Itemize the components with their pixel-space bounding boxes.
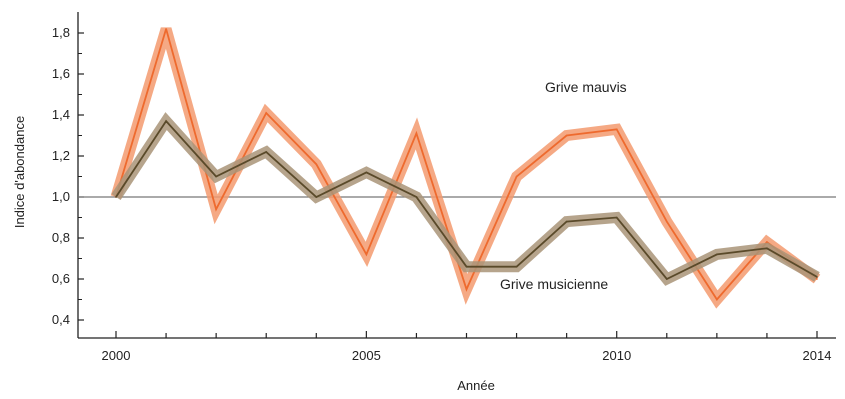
data-point: [415, 196, 418, 198]
y-tick-label: 0,8: [52, 230, 70, 245]
data-point: [365, 253, 368, 256]
x-tick-label: 2005: [352, 348, 381, 363]
y-tick-label: 1,8: [52, 25, 70, 40]
y-axis-title: Indice d'abondance: [12, 116, 27, 228]
x-tick-label: 2010: [602, 348, 631, 363]
y-tick-label: 1,4: [52, 107, 70, 122]
series-mauvis: [110, 27, 821, 309]
data-point: [465, 265, 468, 268]
x-tick-label: 2000: [102, 348, 131, 363]
y-axis: 0,4 0,6 0,8 1,0 1,2 1,4 1,6 1,8: [52, 12, 84, 338]
data-point: [165, 28, 167, 30]
data-point: [165, 120, 167, 122]
data-point: [515, 265, 518, 268]
data-point: [766, 241, 768, 243]
label-grive-mauvis: Grive mauvis: [545, 79, 627, 95]
data-point: [716, 298, 718, 301]
data-point: [515, 175, 518, 178]
data-point: [615, 216, 618, 219]
x-tick-label: 2014: [803, 348, 832, 363]
data-point: [766, 247, 768, 250]
data-point: [665, 220, 668, 223]
y-tick-label: 1,6: [52, 66, 70, 81]
label-grive-musicienne: Grive musicienne: [500, 276, 608, 292]
data-point: [665, 278, 668, 280]
data-point: [565, 134, 568, 137]
data-point: [615, 128, 618, 131]
data-point: [315, 163, 318, 165]
y-tick-label: 1,0: [52, 189, 70, 204]
series-musicienne: [111, 112, 820, 286]
data-point: [816, 276, 818, 278]
data-point: [565, 220, 568, 223]
data-point: [415, 132, 418, 135]
data-point: [265, 151, 268, 153]
data-point: [716, 253, 718, 256]
x-axis-title: Année: [457, 378, 495, 393]
data-point: [215, 175, 217, 178]
y-tick-label: 0,4: [52, 312, 70, 327]
y-tick-label: 0,6: [52, 271, 70, 286]
data-point: [115, 196, 117, 198]
data-point: [315, 196, 318, 198]
y-tick-label: 1,2: [52, 148, 70, 163]
data-point: [816, 278, 818, 280]
data-point: [265, 112, 268, 114]
data-point: [365, 171, 368, 174]
x-axis: 2000 2005 2010 2014: [78, 331, 836, 363]
data-point: [215, 208, 217, 211]
data-point: [465, 288, 468, 291]
